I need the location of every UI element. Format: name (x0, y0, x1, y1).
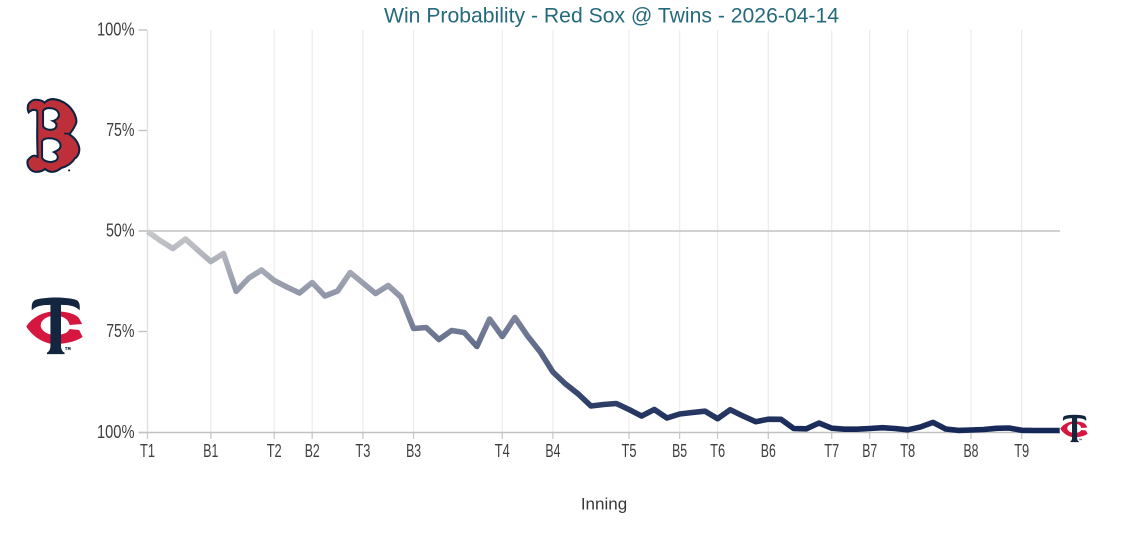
svg-text:75%: 75% (106, 120, 134, 140)
svg-text:Win Probability - Red Sox @ Tw: Win Probability - Red Sox @ Twins - 2026… (384, 5, 839, 28)
svg-text:T5: T5 (622, 441, 637, 461)
svg-text:100%: 100% (97, 20, 135, 40)
svg-text:T6: T6 (710, 441, 725, 461)
svg-text:B5: B5 (672, 441, 687, 461)
svg-text:75%: 75% (106, 321, 134, 341)
svg-text:T3: T3 (355, 441, 370, 461)
svg-text:B4: B4 (545, 441, 560, 461)
svg-text:B2: B2 (305, 441, 320, 461)
svg-text:T1: T1 (140, 441, 155, 461)
svg-text:T4: T4 (495, 441, 510, 461)
svg-text:T2: T2 (267, 441, 282, 461)
svg-text:B6: B6 (761, 441, 776, 461)
svg-text:T7: T7 (824, 441, 839, 461)
svg-text:B1: B1 (203, 441, 218, 461)
svg-text:B3: B3 (406, 441, 421, 461)
svg-text:50%: 50% (106, 221, 135, 241)
svg-text:Inning: Inning (581, 495, 627, 514)
svg-text:T8: T8 (900, 441, 915, 461)
svg-text:B7: B7 (862, 441, 877, 461)
svg-text:T9: T9 (1014, 441, 1029, 461)
svg-text:B8: B8 (964, 441, 979, 461)
svg-text:100%: 100% (97, 422, 135, 442)
